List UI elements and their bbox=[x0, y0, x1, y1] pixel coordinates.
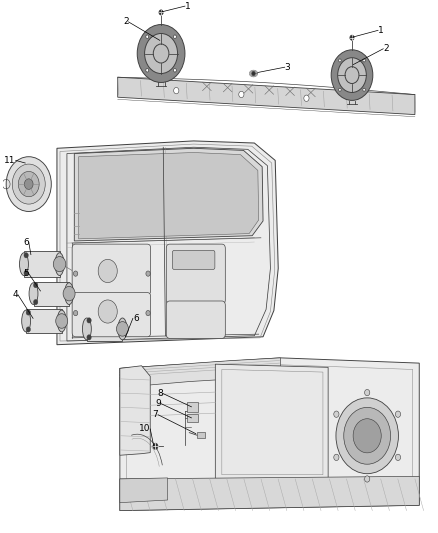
Polygon shape bbox=[120, 477, 419, 511]
Circle shape bbox=[25, 179, 33, 189]
Circle shape bbox=[6, 157, 51, 212]
Bar bbox=[197, 432, 205, 438]
Text: 6: 6 bbox=[133, 314, 139, 323]
Circle shape bbox=[18, 172, 39, 197]
Polygon shape bbox=[24, 252, 60, 277]
FancyBboxPatch shape bbox=[173, 251, 215, 269]
Text: 1: 1 bbox=[185, 2, 191, 11]
Circle shape bbox=[396, 454, 401, 461]
Circle shape bbox=[338, 58, 366, 92]
Ellipse shape bbox=[29, 282, 38, 304]
Ellipse shape bbox=[65, 282, 74, 304]
Circle shape bbox=[145, 34, 177, 74]
Circle shape bbox=[334, 454, 339, 461]
Circle shape bbox=[98, 260, 117, 282]
Circle shape bbox=[239, 91, 244, 98]
Circle shape bbox=[363, 88, 365, 91]
Circle shape bbox=[339, 88, 341, 91]
Circle shape bbox=[353, 419, 381, 453]
Text: 3: 3 bbox=[285, 63, 290, 72]
Text: 7: 7 bbox=[152, 410, 158, 419]
Ellipse shape bbox=[55, 253, 64, 276]
Circle shape bbox=[173, 69, 177, 72]
Circle shape bbox=[252, 71, 255, 76]
Text: 9: 9 bbox=[155, 399, 161, 408]
Circle shape bbox=[364, 476, 370, 482]
Ellipse shape bbox=[57, 310, 66, 332]
Circle shape bbox=[173, 87, 179, 94]
Text: 6: 6 bbox=[23, 238, 29, 246]
Ellipse shape bbox=[82, 318, 92, 340]
Ellipse shape bbox=[22, 310, 31, 332]
FancyBboxPatch shape bbox=[72, 244, 151, 295]
Ellipse shape bbox=[118, 318, 127, 340]
Polygon shape bbox=[120, 358, 419, 511]
Polygon shape bbox=[57, 141, 278, 345]
Polygon shape bbox=[87, 317, 123, 341]
Circle shape bbox=[63, 286, 75, 301]
Circle shape bbox=[74, 271, 78, 276]
Circle shape bbox=[53, 256, 66, 272]
Circle shape bbox=[331, 50, 373, 100]
Circle shape bbox=[137, 25, 185, 83]
Circle shape bbox=[153, 443, 158, 449]
Polygon shape bbox=[120, 358, 280, 387]
Circle shape bbox=[117, 321, 128, 336]
Polygon shape bbox=[34, 281, 69, 306]
Circle shape bbox=[146, 35, 148, 38]
Text: 2: 2 bbox=[123, 18, 128, 27]
Text: 5: 5 bbox=[23, 269, 29, 278]
Circle shape bbox=[146, 271, 150, 276]
FancyBboxPatch shape bbox=[166, 301, 225, 338]
Circle shape bbox=[24, 270, 28, 276]
Circle shape bbox=[87, 318, 91, 323]
Circle shape bbox=[350, 35, 354, 41]
Circle shape bbox=[304, 95, 309, 101]
Circle shape bbox=[98, 300, 117, 323]
Polygon shape bbox=[79, 152, 259, 239]
FancyBboxPatch shape bbox=[72, 293, 151, 337]
Circle shape bbox=[173, 35, 177, 38]
Circle shape bbox=[339, 59, 341, 62]
Polygon shape bbox=[120, 366, 150, 455]
Text: 2: 2 bbox=[383, 44, 389, 53]
Circle shape bbox=[364, 390, 370, 396]
Text: 10: 10 bbox=[139, 424, 150, 433]
Circle shape bbox=[24, 253, 28, 258]
FancyBboxPatch shape bbox=[166, 244, 225, 304]
Circle shape bbox=[396, 411, 401, 417]
Circle shape bbox=[146, 69, 148, 72]
Circle shape bbox=[74, 310, 78, 316]
Bar bbox=[187, 414, 198, 422]
Circle shape bbox=[12, 164, 45, 204]
Text: 4: 4 bbox=[12, 290, 18, 299]
Text: 1: 1 bbox=[378, 26, 384, 35]
Polygon shape bbox=[118, 77, 415, 115]
Bar bbox=[187, 402, 198, 411]
Circle shape bbox=[336, 398, 399, 474]
Ellipse shape bbox=[20, 253, 28, 276]
Circle shape bbox=[34, 300, 38, 305]
Circle shape bbox=[334, 411, 339, 417]
Circle shape bbox=[87, 335, 91, 340]
Circle shape bbox=[56, 314, 68, 328]
Polygon shape bbox=[26, 309, 62, 333]
Circle shape bbox=[34, 282, 38, 288]
Circle shape bbox=[363, 59, 365, 62]
Text: 8: 8 bbox=[158, 389, 163, 398]
Circle shape bbox=[26, 327, 31, 332]
Polygon shape bbox=[120, 478, 168, 503]
Circle shape bbox=[26, 310, 31, 315]
Polygon shape bbox=[74, 148, 263, 241]
Polygon shape bbox=[215, 364, 328, 479]
Circle shape bbox=[344, 407, 391, 464]
Circle shape bbox=[159, 10, 163, 15]
Text: 11: 11 bbox=[4, 156, 16, 165]
Circle shape bbox=[146, 310, 150, 316]
